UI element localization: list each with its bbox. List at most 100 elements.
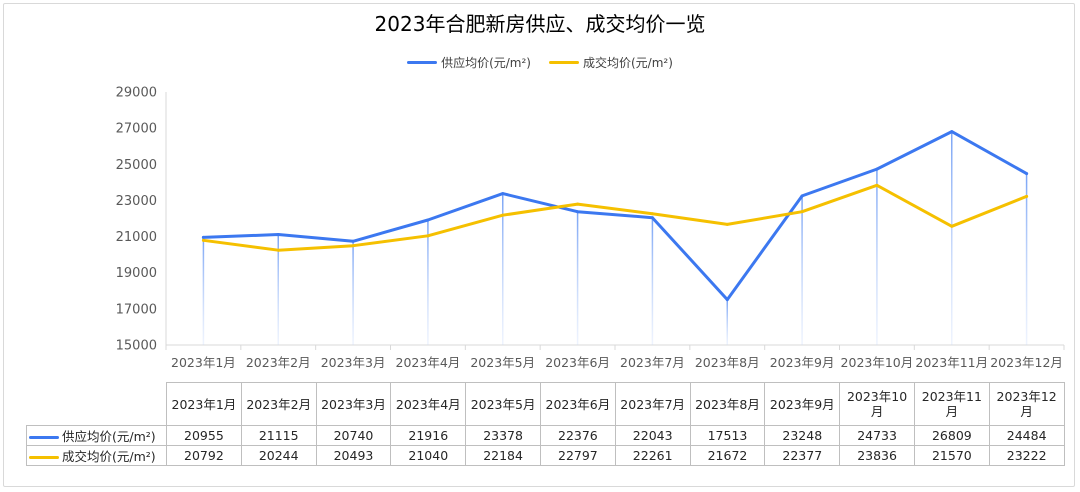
x-tick-label: 2023年9月 [770, 355, 835, 370]
drop-line [801, 195, 803, 345]
series-point-deal [875, 183, 879, 187]
series-line-supply [201, 130, 1029, 302]
x-tick-label: 2023年4月 [396, 355, 461, 370]
legend-item-deal: 成交均价(元/m²) [549, 54, 673, 71]
series-point-supply [501, 192, 505, 196]
series-point-supply [650, 216, 654, 220]
data-table-cell: 22043 [614, 425, 691, 446]
data-table-cell: 20740 [315, 425, 392, 446]
y-tick-label: 21000 [116, 230, 157, 245]
series-point-supply [576, 210, 580, 214]
series-point-supply [426, 218, 430, 222]
x-tick-label: 2023年7月 [620, 355, 685, 370]
series-point-supply [725, 298, 729, 302]
series-point-deal [725, 222, 729, 226]
drop-line [277, 234, 279, 345]
series-point-supply [950, 130, 954, 134]
data-table-cell: 20955 [166, 425, 242, 446]
y-tick-label: 25000 [116, 158, 157, 173]
data-table-corner [26, 382, 167, 426]
data-table-column-header: 2023年2月 [240, 382, 317, 426]
x-tick-label: 2023年3月 [321, 355, 386, 370]
data-table-cell: 22376 [539, 425, 616, 446]
drop-line [1025, 173, 1028, 345]
series-point-supply [276, 232, 280, 236]
data-table-cell: 23378 [465, 425, 541, 446]
drop-line [427, 220, 429, 345]
y-tick-label: 19000 [116, 266, 157, 281]
drop-line [352, 241, 354, 345]
y-tick-label: 29000 [116, 86, 157, 101]
series-point-deal [1025, 194, 1029, 198]
data-table-cell: 20493 [315, 445, 392, 466]
x-tick-label: 2023年2月 [246, 355, 311, 370]
series-point-deal [201, 238, 205, 242]
data-table-cell: 23222 [988, 445, 1065, 466]
line-chart-plot: 15000 17000 19000 21000 23000 25000 27000 29000… [116, 86, 1065, 370]
series-point-supply [875, 167, 879, 171]
data-table-cell: 20244 [240, 445, 317, 466]
data-table-column-header: 2023年1月 [166, 382, 242, 426]
data-table-column-header: 2023年7月 [614, 382, 691, 426]
series-point-supply [1025, 172, 1029, 176]
data-table: 2023年1月 2023年2月 2023年3月 2023年4月 2023年5月 2023年… [26, 382, 1065, 466]
drop-line [951, 131, 953, 345]
data-table-column-header: 2023年12 月 [988, 382, 1065, 426]
series-point-deal [576, 202, 580, 206]
data-table-cell: 20792 [166, 445, 242, 466]
data-table-row: 供应均价(元/m²) 20955 21115 20740 21916 23378 22376… [26, 425, 1065, 446]
drop-line [726, 299, 728, 345]
drop-line [576, 211, 579, 345]
data-table-cell: 21916 [390, 425, 467, 446]
legend-label-supply: 供应均价(元/m²) [441, 56, 531, 70]
legend-swatch-supply [407, 61, 438, 64]
data-table-row-header: 成交均价(元/m²) [26, 445, 167, 466]
data-table-cell: 17513 [689, 425, 766, 446]
data-table-column-header: 2023年4月 [390, 382, 467, 426]
data-table-cell: 24484 [988, 425, 1065, 446]
legend-label-deal: 成交均价(元/m²) [583, 56, 673, 70]
data-table-row: 成交均价(元/m²) 20792 20244 20493 21040 22184 22797… [26, 445, 1065, 466]
data-table-cell: 24733 [839, 425, 915, 446]
data-table-row-label: 成交均价(元/m²) [62, 449, 156, 464]
series-point-deal [950, 224, 954, 228]
series-point-deal [650, 212, 654, 216]
y-tick-label: 15000 [116, 339, 157, 354]
series-point-supply [201, 235, 205, 239]
data-table-cell: 22377 [764, 445, 841, 466]
data-table-cell: 21672 [689, 445, 766, 466]
data-table-cell: 22261 [614, 445, 691, 466]
series-line-deal [201, 183, 1029, 252]
data-table-row-header: 供应均价(元/m²) [26, 425, 167, 446]
data-table-column-header: 2023年3月 [315, 382, 392, 426]
series-point-deal [426, 234, 430, 238]
data-table-row-swatch [29, 436, 59, 439]
drop-line [651, 217, 654, 345]
series-point-deal [351, 244, 355, 248]
data-table-row-swatch [29, 456, 59, 459]
x-tick-label: 2023年1月 [171, 355, 236, 370]
x-tick-label: 2023年6月 [545, 355, 610, 370]
series-point-deal [501, 213, 505, 217]
drop-line [876, 169, 878, 345]
data-table-column-header: 2023年5月 [465, 382, 541, 426]
x-tick-label: 2023年11月 [915, 355, 988, 370]
data-table-cell: 21040 [390, 445, 467, 466]
series-point-deal [800, 210, 804, 214]
legend-item-supply: 供应均价(元/m²) [407, 54, 531, 71]
legend-swatch-deal [549, 61, 579, 64]
data-table-cell: 23248 [764, 425, 841, 446]
data-table-column-header: 2023年8月 [689, 382, 766, 426]
chart-legend: 供应均价(元/m²) 成交均价(元/m²) [0, 54, 1080, 71]
data-table-header-row: 2023年1月 2023年2月 2023年3月 2023年4月 2023年5月 2023年… [26, 382, 1065, 426]
data-table-column-header: 2023年9月 [764, 382, 841, 426]
data-table-cell: 21570 [913, 445, 990, 466]
y-tick-label: 17000 [116, 302, 157, 317]
x-tick-label: 2023年8月 [695, 355, 760, 370]
data-table-row-label: 供应均价(元/m²) [62, 429, 156, 444]
data-table-column-header: 2023年11 月 [913, 382, 990, 426]
y-tick-label: 27000 [116, 122, 157, 137]
data-table-column-header: 2023年6月 [539, 382, 616, 426]
series-point-supply [351, 239, 355, 243]
x-tick-label: 2023年12月 [990, 355, 1063, 370]
